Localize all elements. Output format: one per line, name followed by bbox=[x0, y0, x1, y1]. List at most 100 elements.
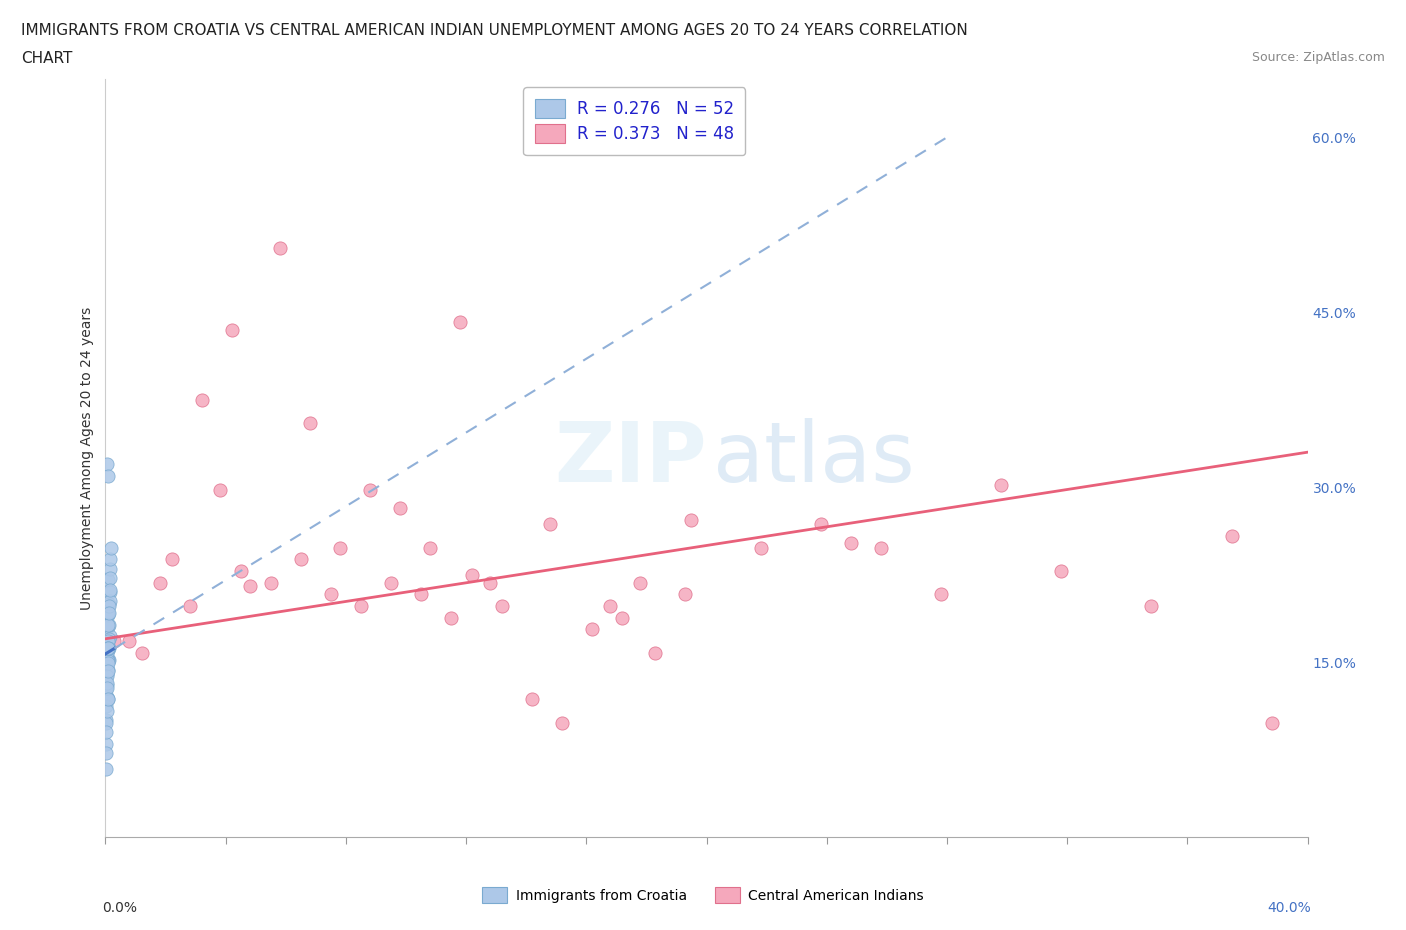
Point bbox=[97, 641, 120, 656]
Text: IMMIGRANTS FROM CROATIA VS CENTRAL AMERICAN INDIAN UNEMPLOYMENT AMONG AGES 20 TO: IMMIGRANTS FROM CROATIA VS CENTRAL AMERI… bbox=[21, 23, 967, 38]
Point bbox=[96, 651, 118, 666]
Point bbox=[97, 618, 120, 632]
Point bbox=[98, 641, 121, 656]
Point bbox=[190, 392, 212, 407]
Point bbox=[97, 599, 120, 614]
Point bbox=[98, 596, 121, 611]
Point bbox=[98, 571, 121, 586]
Point bbox=[100, 540, 122, 555]
Point bbox=[97, 663, 120, 678]
Point bbox=[681, 512, 703, 527]
Point bbox=[118, 633, 141, 648]
Point bbox=[810, 517, 832, 532]
Point bbox=[96, 713, 118, 728]
Point bbox=[208, 482, 231, 497]
Point bbox=[479, 576, 502, 591]
Point bbox=[94, 715, 117, 730]
Point bbox=[96, 681, 118, 696]
Point bbox=[644, 645, 666, 660]
Point bbox=[599, 599, 621, 614]
Point bbox=[98, 582, 121, 597]
Point bbox=[94, 762, 117, 777]
Text: CHART: CHART bbox=[21, 51, 73, 66]
Legend: Immigrants from Croatia, Central American Indians: Immigrants from Croatia, Central America… bbox=[477, 882, 929, 909]
Point bbox=[1140, 599, 1163, 614]
Point bbox=[96, 675, 118, 690]
Point bbox=[359, 482, 381, 497]
Point bbox=[612, 610, 634, 625]
Point bbox=[96, 669, 118, 684]
Point bbox=[96, 724, 118, 739]
Point bbox=[179, 599, 201, 614]
Point bbox=[96, 664, 118, 679]
Point bbox=[990, 477, 1012, 492]
Point bbox=[96, 692, 118, 707]
Point bbox=[96, 678, 118, 693]
Point bbox=[1260, 715, 1282, 730]
Point bbox=[98, 552, 121, 567]
Point bbox=[290, 552, 312, 567]
Point bbox=[96, 699, 118, 714]
Point bbox=[96, 656, 118, 671]
Point bbox=[97, 652, 120, 667]
Text: atlas: atlas bbox=[713, 418, 914, 498]
Point bbox=[97, 468, 120, 483]
Point bbox=[538, 517, 561, 532]
Point bbox=[96, 637, 118, 652]
Text: 0.0%: 0.0% bbox=[103, 901, 138, 915]
Point bbox=[229, 564, 252, 578]
Point bbox=[97, 608, 120, 623]
Point bbox=[440, 610, 463, 625]
Point bbox=[269, 241, 291, 256]
Point bbox=[1050, 564, 1073, 578]
Point bbox=[98, 594, 121, 609]
Point bbox=[929, 587, 952, 602]
Point bbox=[97, 633, 120, 648]
Point bbox=[97, 692, 120, 707]
Point bbox=[221, 323, 243, 338]
Point bbox=[388, 500, 411, 515]
Point bbox=[749, 540, 772, 555]
Point bbox=[675, 587, 697, 602]
Point bbox=[1222, 529, 1244, 544]
Point bbox=[94, 746, 117, 761]
Point bbox=[419, 540, 441, 555]
Text: 40.0%: 40.0% bbox=[1267, 901, 1310, 915]
Point bbox=[98, 585, 121, 600]
Point bbox=[96, 654, 118, 669]
Point bbox=[461, 567, 484, 582]
Point bbox=[160, 552, 183, 567]
Point bbox=[96, 704, 118, 719]
Point bbox=[628, 576, 651, 591]
Point bbox=[148, 576, 170, 591]
Y-axis label: Unemployment Among Ages 20 to 24 years: Unemployment Among Ages 20 to 24 years bbox=[80, 306, 94, 610]
Point bbox=[380, 576, 402, 591]
Point bbox=[97, 605, 120, 620]
Point bbox=[449, 314, 471, 329]
Point bbox=[409, 587, 432, 602]
Text: ZIP: ZIP bbox=[554, 418, 707, 498]
Point bbox=[131, 645, 153, 660]
Point bbox=[319, 587, 342, 602]
Point bbox=[839, 536, 862, 551]
Point bbox=[96, 681, 118, 696]
Point bbox=[96, 619, 118, 634]
Point bbox=[350, 599, 373, 614]
Point bbox=[97, 643, 120, 658]
Point bbox=[97, 618, 120, 632]
Point bbox=[96, 690, 118, 705]
Point bbox=[97, 605, 120, 620]
Legend: R = 0.276   N = 52, R = 0.373   N = 48: R = 0.276 N = 52, R = 0.373 N = 48 bbox=[523, 87, 745, 155]
Point bbox=[94, 737, 117, 751]
Text: Source: ZipAtlas.com: Source: ZipAtlas.com bbox=[1251, 51, 1385, 64]
Point bbox=[329, 540, 352, 555]
Point bbox=[260, 576, 283, 591]
Point bbox=[551, 715, 574, 730]
Point bbox=[239, 578, 262, 593]
Point bbox=[491, 599, 513, 614]
Point bbox=[98, 631, 121, 646]
Point bbox=[298, 416, 321, 431]
Point bbox=[581, 622, 603, 637]
Point bbox=[97, 641, 120, 656]
Point bbox=[98, 562, 121, 577]
